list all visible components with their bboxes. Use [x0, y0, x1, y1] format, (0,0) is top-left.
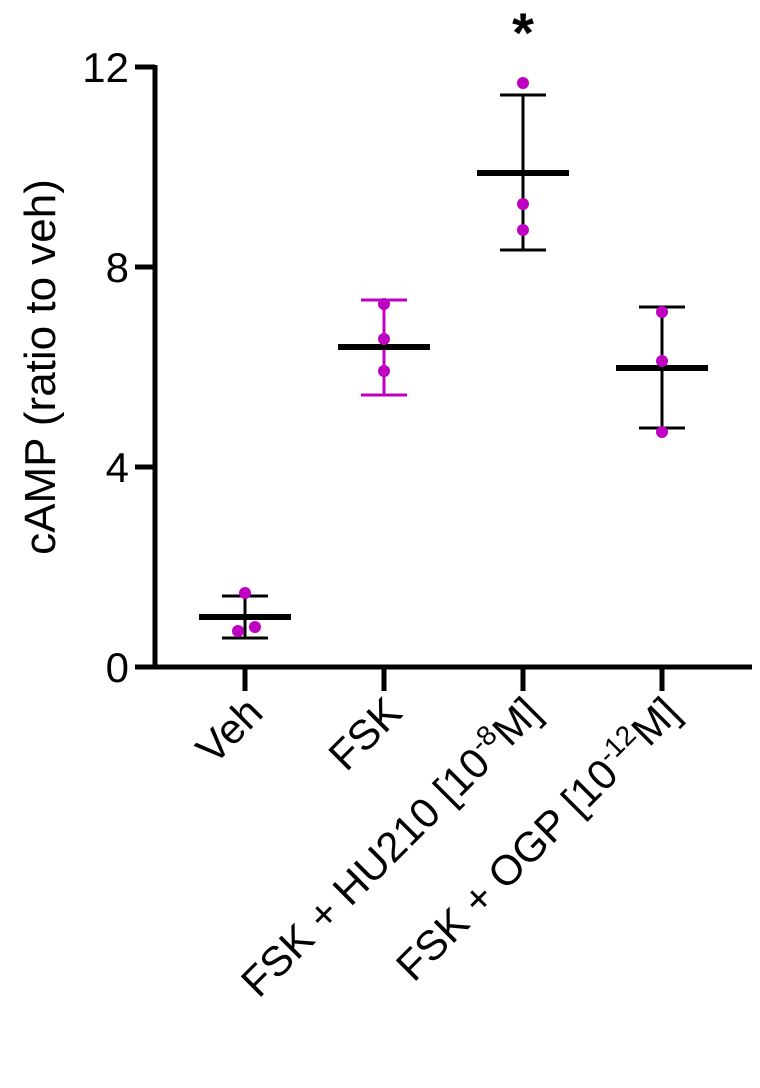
- x-tick-label: Veh: [187, 688, 271, 772]
- data-point: [249, 621, 261, 633]
- data-point: [378, 333, 390, 345]
- data-point: [232, 625, 244, 637]
- data-point: [239, 587, 251, 599]
- x-tick-label: FSK: [319, 688, 410, 779]
- significance-asterisk: *: [512, 1, 534, 64]
- data-point: [517, 77, 529, 89]
- data-point: [378, 365, 390, 377]
- data-point: [656, 426, 668, 438]
- data-point: [517, 198, 529, 210]
- data-point: [656, 355, 668, 367]
- data-point: [517, 224, 529, 236]
- y-tick-label: 12: [82, 44, 129, 91]
- y-tick-label: 4: [106, 444, 129, 491]
- marks: [199, 77, 708, 640]
- y-tick-label: 0: [106, 644, 129, 691]
- y-tick-label: 8: [106, 244, 129, 291]
- data-point: [656, 306, 668, 318]
- y-axis-label: cAMP (ratio to veh): [16, 179, 65, 555]
- data-point: [378, 298, 390, 310]
